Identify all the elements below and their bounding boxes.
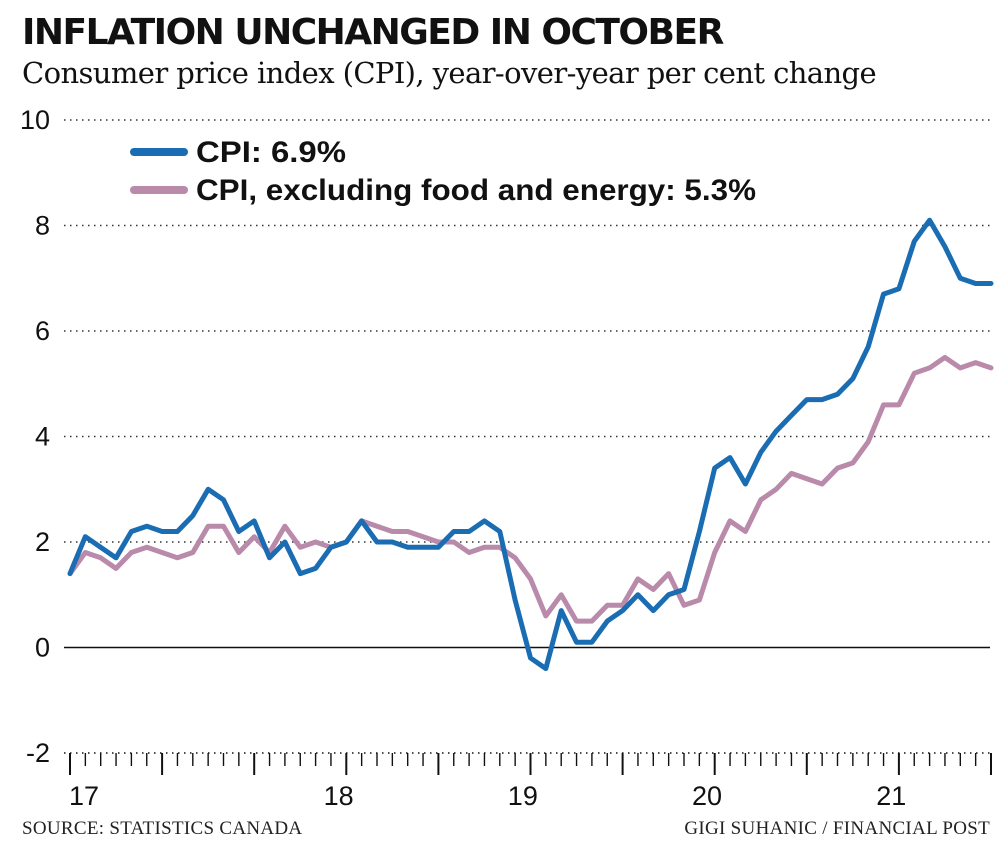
y-axis-ticks: 10 8 6 4 2 0 -2 (20, 105, 50, 768)
series-line (67, 217, 994, 672)
y-tick-label: 10 (20, 105, 50, 135)
legend: CPI: 6.9% CPI, excluding food and energy:… (130, 136, 756, 207)
credit-note: GIGI SUHANIC / FINANCIAL POST (684, 818, 990, 839)
y-tick-label: 8 (35, 211, 50, 241)
y-tick-label: 6 (35, 316, 50, 346)
y-tick-label: 0 (35, 633, 50, 663)
chart-subtitle: Consumer price index (CPI), year-over-ye… (22, 56, 877, 90)
source-note: SOURCE: STATISTICS CANADA (22, 818, 303, 839)
series-lines (67, 217, 994, 672)
x-tick-label: 17 (69, 781, 99, 811)
x-tick-label: 21 (876, 781, 906, 811)
x-tick-label: 19 (508, 781, 538, 811)
x-tick-label: 20 (692, 781, 722, 811)
series-line (67, 354, 994, 624)
y-tick-label: 4 (35, 422, 50, 452)
x-axis: 171819202122 (64, 752, 992, 811)
x-tick-label: 18 (324, 781, 354, 811)
chart-title: INFLATION UNCHANGED IN OCTOBER (22, 12, 724, 53)
y-tick-label: -2 (26, 738, 50, 768)
legend-label: CPI: 6.9% (196, 136, 346, 169)
legend-label: CPI, excluding food and energy: 5.3% (196, 174, 756, 207)
y-tick-label: 2 (35, 527, 50, 557)
